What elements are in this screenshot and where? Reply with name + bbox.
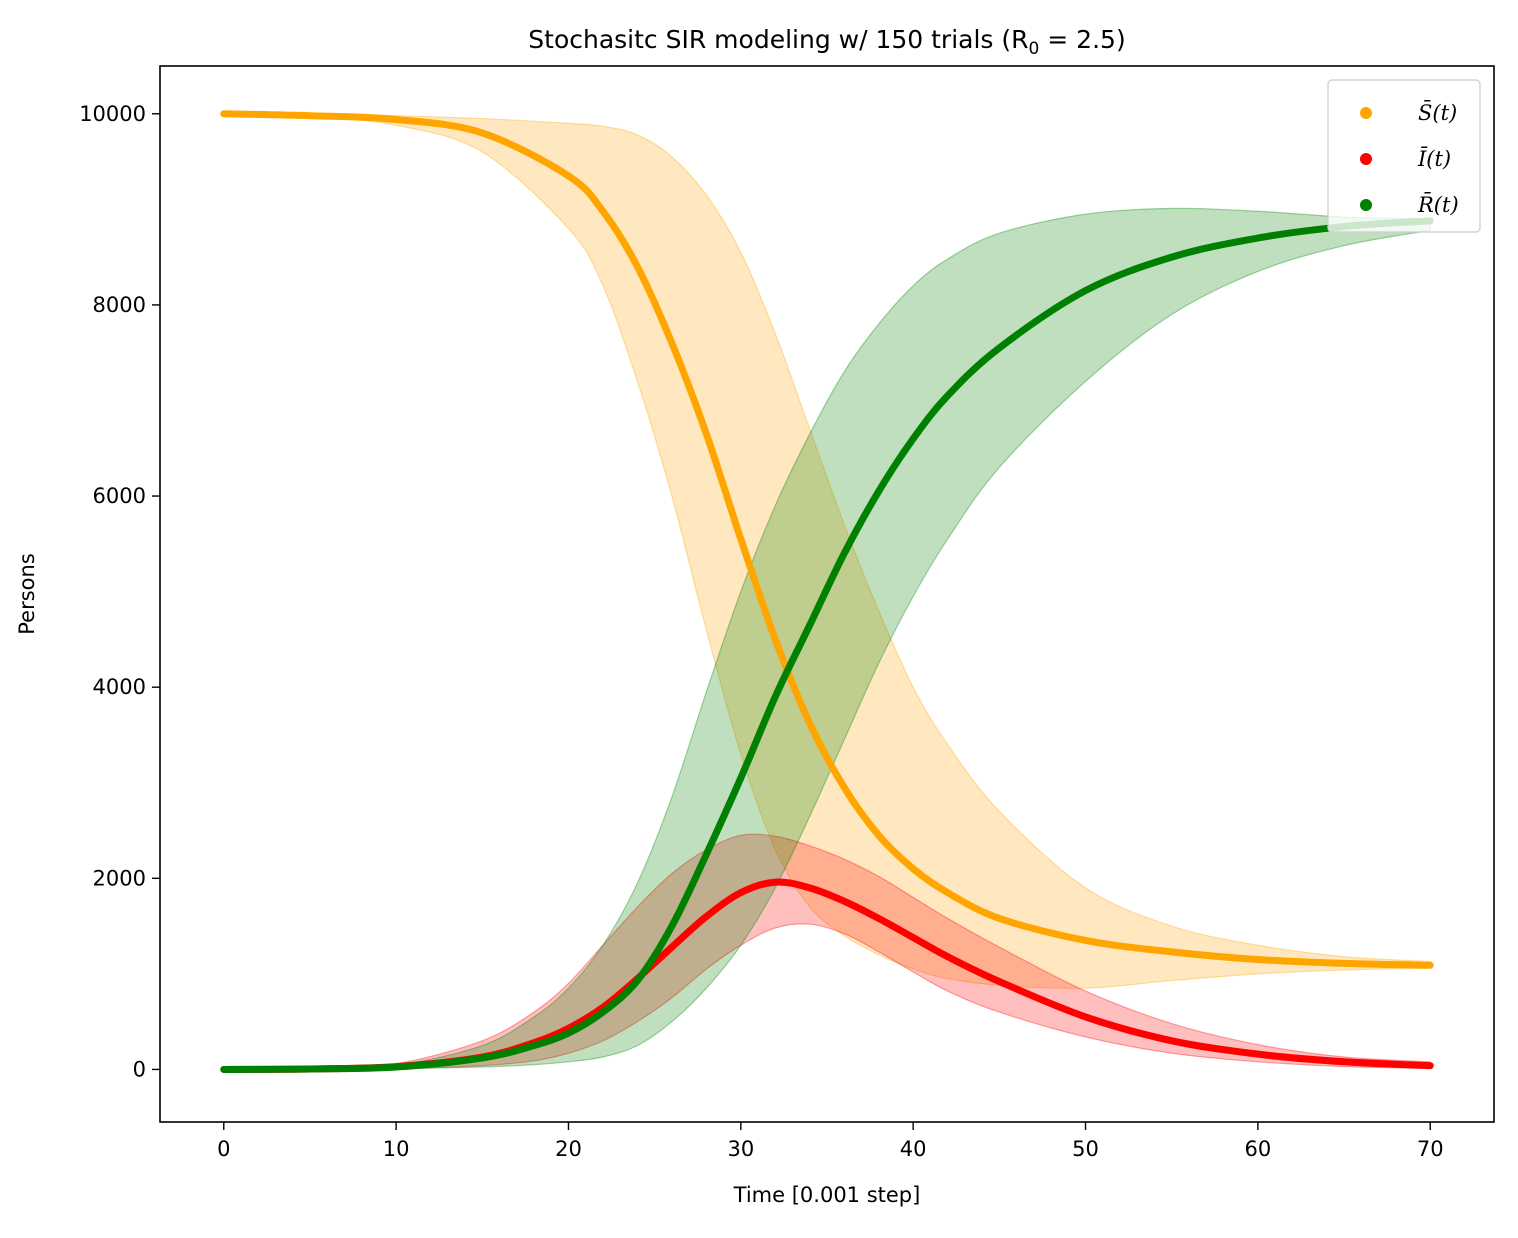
mean-line-s — [220, 110, 1434, 969]
y-axis-ticks: 0 2000 4000 6000 8000 10000 — [79, 102, 160, 1081]
legend-label-i: Ī(t) — [1417, 147, 1451, 171]
x-axis-ticks: 0 10 20 30 40 50 60 70 — [217, 1122, 1444, 1161]
x-tick-label: 50 — [1072, 1137, 1099, 1161]
x-tick-label: 0 — [217, 1137, 230, 1161]
legend: S̄(t) Ī(t) R̄(t) — [1327, 79, 1481, 233]
y-tick-label: 0 — [133, 1057, 146, 1081]
y-axis-label: Persons — [15, 553, 39, 635]
plot-frame — [159, 65, 1495, 1123]
x-tick-label: 20 — [555, 1137, 582, 1161]
x-axis-label: Time [0.001 step] — [733, 1183, 921, 1207]
x-tick-label: 30 — [727, 1137, 754, 1161]
legend-label-r: R̄(t) — [1417, 192, 1459, 217]
mean-curves — [220, 110, 1434, 1073]
y-tick-label: 6000 — [93, 484, 146, 508]
band-r — [223, 207, 1431, 1071]
chart-title: Stochasitc SIR modeling w/ 150 trials (R… — [528, 25, 1125, 59]
mean-line-r — [220, 217, 1434, 1073]
legend-marker-i — [1360, 153, 1372, 165]
y-tick-label: 10000 — [79, 102, 146, 126]
x-tick-label: 10 — [383, 1137, 410, 1161]
y-tick-label: 8000 — [93, 293, 146, 317]
y-tick-label: 2000 — [93, 866, 146, 890]
y-tick-label: 4000 — [93, 675, 146, 699]
x-tick-label: 70 — [1417, 1137, 1444, 1161]
x-tick-label: 40 — [900, 1137, 927, 1161]
legend-marker-s — [1360, 107, 1372, 119]
legend-marker-r — [1360, 199, 1372, 211]
x-tick-label: 60 — [1245, 1137, 1272, 1161]
legend-label-s: S̄(t) — [1418, 100, 1457, 125]
